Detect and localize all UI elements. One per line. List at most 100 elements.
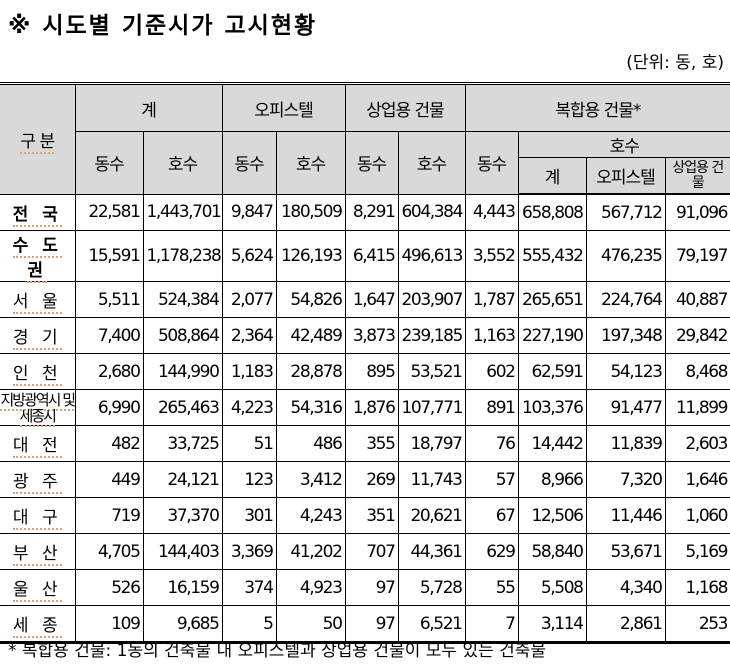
value-cell: 2,680 [74, 353, 144, 390]
value-cell: 57 [464, 461, 519, 498]
value-cell: 482 [74, 425, 144, 462]
value-cell: 42,489 [275, 317, 346, 354]
table-row: 수 도 권 15,591 1,178,238 5,624 126,193 6,415 496… [0, 230, 730, 283]
value-cell: 40,887 [664, 281, 730, 318]
value-cell: 24,121 [142, 461, 223, 498]
value-cell: 55 [464, 569, 519, 606]
value-cell: 11,743 [397, 461, 466, 498]
value-cell: 1,168 [664, 569, 730, 606]
value-cell: 14,442 [517, 425, 587, 462]
value-cell: 508,864 [142, 317, 223, 354]
value-cell: 109 [74, 605, 144, 643]
value-cell: 18,797 [397, 425, 466, 462]
value-cell: 203,907 [397, 281, 466, 318]
region-label: 인 천 [12, 364, 62, 386]
header-total: 계 [74, 83, 223, 132]
header-commercial-dong: 동수 [344, 131, 399, 195]
value-cell: 253 [664, 605, 730, 643]
value-cell: 2,603 [664, 425, 730, 462]
value-cell: 602 [464, 353, 519, 390]
value-cell: 1,178,238 [142, 230, 223, 282]
table-row: 대 전 482 33,725 51 486 355 18,797 76 14,442 11,839… [0, 425, 730, 462]
header-officetel-ho: 호수 [275, 131, 346, 195]
region-label: 서 울 [12, 292, 62, 314]
value-cell: 5,728 [397, 569, 466, 606]
value-cell: 33,725 [142, 425, 223, 462]
value-cell: 555,432 [517, 230, 587, 282]
region-name: 세 종 [0, 605, 76, 643]
header-category: 구 분 [0, 83, 76, 195]
region-name: 광 주 [0, 461, 76, 498]
table-row: 부 산 4,705 144,403 3,369 41,202 707 44,361 629 58… [0, 533, 730, 570]
value-cell: 11,839 [585, 425, 666, 462]
value-cell: 28,878 [275, 353, 346, 390]
value-cell: 265,463 [142, 389, 223, 426]
value-cell: 1,787 [464, 281, 519, 318]
value-cell: 7,320 [585, 461, 666, 498]
region-name: 지방광역시 및 세종시 [0, 389, 76, 427]
value-cell: 97 [344, 569, 399, 606]
table-row: 인 천 2,680 144,990 1,183 28,878 895 53,521 602 62… [0, 353, 730, 390]
value-cell: 58,840 [517, 533, 587, 570]
value-cell: 37,370 [142, 497, 223, 534]
value-cell: 15,591 [74, 230, 144, 282]
value-cell: 12,506 [517, 497, 587, 534]
footnote: * 복합용 건물: 1동의 건축물 내 오피스텔과 상업용 건물이 모두 있는 … [8, 641, 547, 661]
value-cell: 1,183 [221, 353, 277, 390]
value-cell: 524,384 [142, 281, 223, 318]
value-cell: 54,316 [275, 389, 346, 426]
value-cell: 62,591 [517, 353, 587, 390]
value-cell: 301 [221, 497, 277, 534]
value-cell: 144,990 [142, 353, 223, 390]
value-cell: 449 [74, 461, 144, 498]
value-cell: 3,412 [275, 461, 346, 498]
value-cell: 1,060 [664, 497, 730, 534]
value-cell: 707 [344, 533, 399, 570]
value-cell: 1,163 [464, 317, 519, 354]
value-cell: 1,647 [344, 281, 399, 318]
value-cell: 374 [221, 569, 277, 606]
value-cell: 2,077 [221, 281, 277, 318]
value-cell: 3,873 [344, 317, 399, 354]
header-commercial-ho: 호수 [397, 131, 466, 195]
value-cell: 9,847 [221, 193, 277, 231]
value-cell: 180,509 [275, 193, 346, 231]
table-row: 대 구 719 37,370 301 4,243 351 20,621 67 12,506 11,… [0, 497, 730, 534]
value-cell: 67 [464, 497, 519, 534]
value-cell: 4,705 [74, 533, 144, 570]
value-cell: 1,646 [664, 461, 730, 498]
value-cell: 526 [74, 569, 144, 606]
value-cell: 7,400 [74, 317, 144, 354]
value-cell: 76 [464, 425, 519, 462]
value-cell: 355 [344, 425, 399, 462]
header-mixed-ho-total: 계 [518, 157, 587, 195]
region-name: 인 천 [0, 353, 76, 390]
region-label: 세 종 [12, 616, 62, 638]
value-cell: 6,521 [397, 605, 466, 643]
header-mixed-ho-officetel: 오피스텔 [585, 157, 666, 195]
value-cell: 6,415 [344, 230, 399, 282]
value-cell: 4,223 [221, 389, 277, 426]
value-cell: 496,613 [397, 230, 466, 282]
value-cell: 4,340 [585, 569, 666, 606]
table-row: 울 산 526 16,159 374 4,923 97 5,728 55 5,508 4,340 1… [0, 569, 730, 606]
value-cell: 895 [344, 353, 399, 390]
value-cell: 265,651 [517, 281, 587, 318]
value-cell: 123 [221, 461, 277, 498]
region-label: 전 국 [12, 204, 62, 227]
value-cell: 227,190 [517, 317, 587, 354]
table-row: 서 울 5,511 524,384 2,077 54,826 1,647 203,907 1,… [0, 281, 730, 318]
value-cell: 2,861 [585, 605, 666, 643]
value-cell: 4,243 [275, 497, 346, 534]
value-cell: 3,369 [221, 533, 277, 570]
value-cell: 9,685 [142, 605, 223, 643]
value-cell: 891 [464, 389, 519, 426]
value-cell: 22,581 [74, 193, 144, 231]
region-label: 경 기 [12, 328, 62, 350]
value-cell: 53,671 [585, 533, 666, 570]
region-label: 지방광역시 및 세종시 [0, 390, 76, 427]
region-name: 전 국 [0, 193, 76, 231]
page-title: ※ 시도별 기준시가 고시현황 [8, 13, 318, 39]
value-cell: 8,966 [517, 461, 587, 498]
value-cell: 20,621 [397, 497, 466, 534]
